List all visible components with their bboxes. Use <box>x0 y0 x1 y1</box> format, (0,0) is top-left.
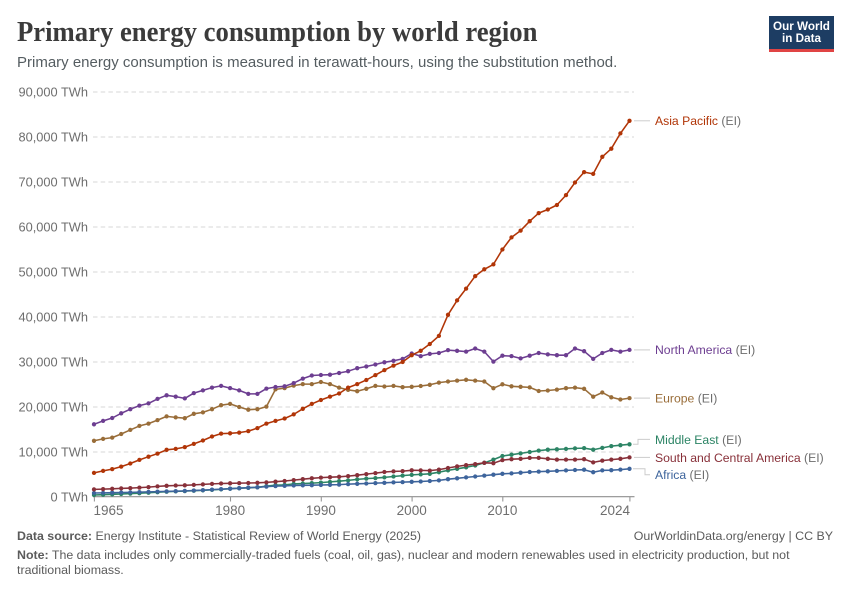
svg-text:2010: 2010 <box>487 503 517 518</box>
svg-text:1990: 1990 <box>306 503 336 518</box>
svg-text:Asia Pacific (EI): Asia Pacific (EI) <box>655 114 741 128</box>
svg-text:20,000 TWh: 20,000 TWh <box>19 399 88 414</box>
svg-text:50,000 TWh: 50,000 TWh <box>19 264 88 279</box>
svg-text:60,000 TWh: 60,000 TWh <box>19 219 88 234</box>
svg-text:South and Central America (EI): South and Central America (EI) <box>655 451 824 465</box>
svg-text:Europe (EI): Europe (EI) <box>655 392 717 406</box>
svg-text:Middle East (EI): Middle East (EI) <box>655 433 742 447</box>
svg-text:10,000 TWh: 10,000 TWh <box>19 444 88 459</box>
svg-text:2000: 2000 <box>397 503 427 518</box>
svg-text:90,000 TWh: 90,000 TWh <box>19 84 88 99</box>
svg-text:1965: 1965 <box>94 503 124 518</box>
svg-text:70,000 TWh: 70,000 TWh <box>19 174 88 189</box>
svg-text:Africa (EI): Africa (EI) <box>655 468 709 482</box>
svg-text:North America (EI): North America (EI) <box>655 343 755 357</box>
svg-text:2024: 2024 <box>600 503 631 518</box>
svg-text:30,000 TWh: 30,000 TWh <box>19 354 88 369</box>
svg-text:80,000 TWh: 80,000 TWh <box>19 129 88 144</box>
svg-text:40,000 TWh: 40,000 TWh <box>19 309 88 324</box>
svg-text:1980: 1980 <box>215 503 245 518</box>
svg-text:0 TWh: 0 TWh <box>51 489 88 504</box>
